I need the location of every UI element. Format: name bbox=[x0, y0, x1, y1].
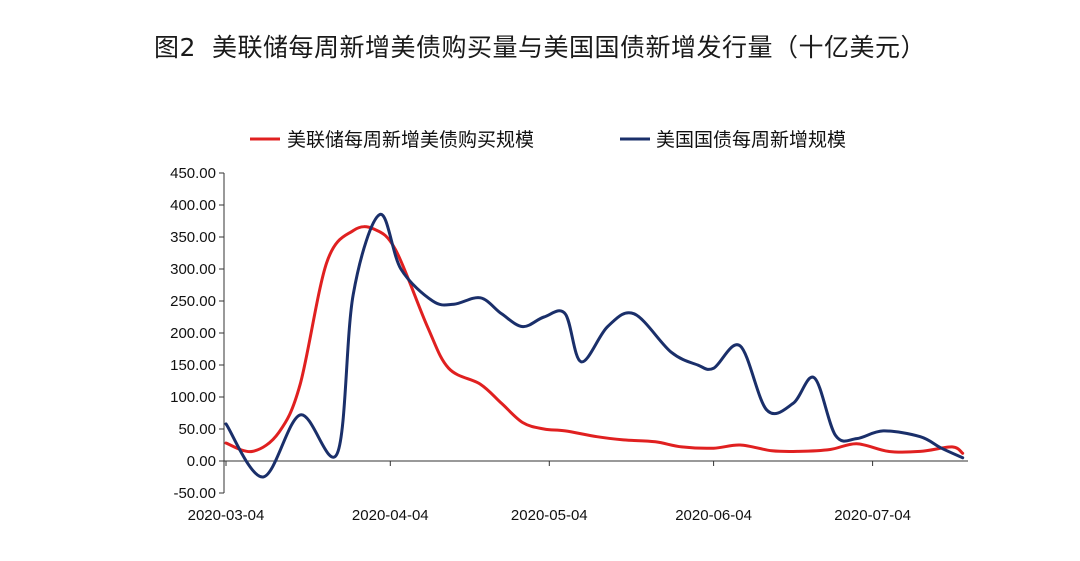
x-tick-label: 2020-04-04 bbox=[352, 507, 429, 524]
y-tick-label: 0.00 bbox=[187, 453, 216, 470]
treasury-issuance-line bbox=[224, 213, 965, 479]
y-tick-label: -50.00 bbox=[173, 485, 216, 502]
y-tick-label: 400.00 bbox=[170, 197, 216, 214]
chart-axes: 450.00 400.00 350.00 300.00 250.00 200.00 150.… bbox=[170, 165, 968, 524]
figure-title: 美联储每周新增美债购买量与美国国债新增发行量（十亿美元） bbox=[211, 33, 926, 62]
chart-series bbox=[224, 213, 965, 479]
y-tick-label: 350.00 bbox=[170, 229, 216, 246]
chart-title: 图2 美联储每周新增美债购买量与美国国债新增发行量（十亿美元） bbox=[0, 28, 1080, 64]
y-tick-label: 200.00 bbox=[170, 325, 216, 342]
y-tick-label: 450.00 bbox=[170, 165, 216, 182]
x-tick-label: 2020-03-04 bbox=[188, 507, 265, 524]
fed-purchase-line bbox=[224, 225, 965, 455]
legend-label-2: 美国国债每周新增规模 bbox=[656, 129, 846, 151]
y-tick-label: 150.00 bbox=[170, 357, 216, 374]
legend-label-1: 美联储每周新增美债购买规模 bbox=[287, 129, 534, 151]
figure-number: 图2 bbox=[154, 33, 196, 62]
y-tick-label: 300.00 bbox=[170, 261, 216, 278]
x-tick-label: 2020-07-04 bbox=[834, 507, 911, 524]
x-tick-label: 2020-06-04 bbox=[675, 507, 752, 524]
y-tick-label: 50.00 bbox=[178, 421, 216, 438]
x-tick-label: 2020-05-04 bbox=[511, 507, 588, 524]
y-tick-label: 100.00 bbox=[170, 389, 216, 406]
y-tick-label: 250.00 bbox=[170, 293, 216, 310]
chart-legend: 美联储每周新增美债购买规模 美国国债每周新增规模 bbox=[250, 129, 846, 151]
